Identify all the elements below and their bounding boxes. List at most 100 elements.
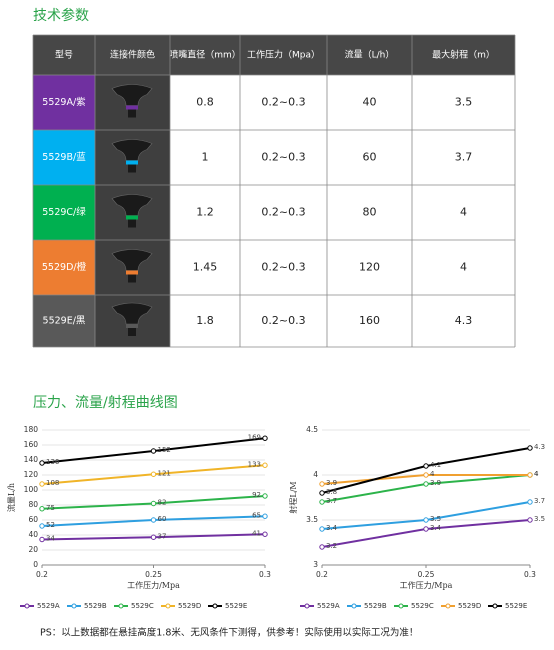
connector-band	[126, 270, 138, 275]
connector-band	[126, 105, 138, 110]
section-title: 压力、流量/射程曲线图	[33, 395, 178, 411]
series-line	[321, 474, 531, 503]
data-label: 3.8	[326, 488, 337, 496]
table-cell: 0.2~0.3	[261, 261, 305, 274]
data-label: 60	[158, 515, 167, 523]
model-cell: 5529C/绿	[42, 206, 86, 218]
data-label: 3.4	[430, 524, 442, 532]
data-label: 121	[158, 469, 171, 477]
x-tick-label: 0.3	[259, 570, 271, 579]
legend-label: 5529C	[411, 602, 434, 610]
y-tick-label: 3.5	[306, 515, 318, 524]
data-point	[262, 531, 268, 537]
data-point	[319, 481, 325, 487]
data-point	[150, 517, 157, 523]
data-label: 3.9	[326, 479, 337, 487]
table-cell: 4	[460, 206, 467, 219]
legend-label: 5529D	[458, 602, 481, 610]
connector-band	[126, 160, 138, 165]
series-line	[321, 519, 531, 548]
table-cell: 1.8	[196, 314, 214, 327]
y-tick-label: 140	[24, 455, 39, 464]
model-cell-bg	[33, 295, 95, 347]
data-point	[527, 499, 533, 505]
data-point	[319, 499, 325, 505]
table-header-cell: 工作压力（Mpa）	[247, 49, 320, 61]
data-point	[39, 460, 45, 466]
table-cell: 1.45	[193, 261, 218, 274]
y-tick-label: 100	[24, 485, 39, 494]
table-cell: 0.2~0.3	[261, 206, 305, 219]
legend-marker	[351, 603, 357, 609]
connector-tip	[128, 109, 136, 118]
model-cell-bg	[33, 240, 95, 295]
data-point	[150, 534, 157, 540]
data-label: 3.7	[534, 497, 545, 505]
data-point	[423, 526, 429, 532]
data-label: 3.5	[534, 515, 545, 523]
y-tick-label: 40	[28, 530, 38, 539]
data-point	[39, 506, 45, 512]
legend-label: 5529A	[317, 602, 340, 610]
legend-label: 5529E	[225, 602, 247, 610]
legend-marker	[492, 603, 498, 609]
data-point	[527, 517, 533, 523]
y-tick-label: 120	[24, 470, 39, 479]
data-point	[262, 493, 268, 499]
x-axis-label: 工作压力/Mpa	[400, 580, 453, 590]
data-label: 4.3	[534, 443, 545, 451]
data-point	[262, 462, 268, 468]
model-cell: 5529A/紫	[42, 97, 86, 108]
y-tick-label: 60	[28, 515, 38, 524]
model-cell: 5529D/橙	[42, 261, 87, 273]
data-label: 75	[46, 504, 55, 512]
data-label: 92	[252, 491, 261, 499]
x-axis-label: 工作压力/Mpa	[127, 580, 180, 590]
title: 技术参数	[33, 7, 89, 24]
legend-marker	[445, 603, 451, 609]
data-label: 4	[534, 470, 539, 478]
data-point	[150, 448, 157, 454]
footer: PS：以上数据都在悬挂高度1.8米、无风条件下测得，供参考！实际使用以实际工况为…	[40, 627, 418, 639]
connector-icon	[111, 249, 153, 271]
model-cell-bg	[33, 185, 95, 240]
data-point	[39, 523, 45, 529]
legend-label: 5529C	[131, 602, 154, 610]
y-axis-label: 流量L/h	[6, 483, 16, 512]
table-cell: 0.2~0.3	[261, 151, 305, 164]
data-label: 3.5	[430, 515, 441, 523]
data-label: 3.9	[430, 479, 441, 487]
table-cell: 60	[363, 151, 377, 164]
model-cell: 5529B/蓝	[42, 151, 86, 163]
legend-marker	[71, 603, 77, 609]
data-label: 65	[252, 511, 261, 519]
legend-label: 5529B	[84, 602, 107, 610]
model-cell-bg	[33, 130, 95, 185]
table-cell: 0.2~0.3	[261, 314, 305, 327]
y-tick-label: 4.5	[306, 425, 318, 434]
data-label: 152	[158, 446, 171, 454]
x-tick-label: 0.2	[36, 570, 48, 579]
table-header-cell: 流量（L/h）	[345, 49, 395, 61]
connector-tip	[128, 328, 136, 336]
y-tick-label: 20	[28, 545, 38, 554]
data-point	[423, 472, 429, 478]
table-cell: 3.7	[455, 151, 473, 164]
legend-label: 5529B	[364, 602, 387, 610]
legend-label: 5529A	[37, 602, 60, 610]
y-tick-label: 160	[24, 440, 39, 449]
data-label: 82	[158, 499, 167, 507]
x-tick-label: 0.3	[524, 570, 536, 579]
connector-icon	[111, 194, 153, 216]
table-header-cell: 型号	[55, 50, 73, 61]
y-tick-label: 80	[28, 500, 38, 509]
data-point	[319, 544, 325, 550]
table-header-cell: 最大射程（m）	[432, 49, 495, 61]
y-tick-label: 0	[33, 560, 38, 569]
data-label: 34	[46, 535, 55, 543]
model-cell: 5529E/黑	[43, 316, 86, 327]
data-point	[527, 445, 533, 451]
data-point	[150, 471, 157, 477]
connector-icon	[111, 139, 153, 161]
